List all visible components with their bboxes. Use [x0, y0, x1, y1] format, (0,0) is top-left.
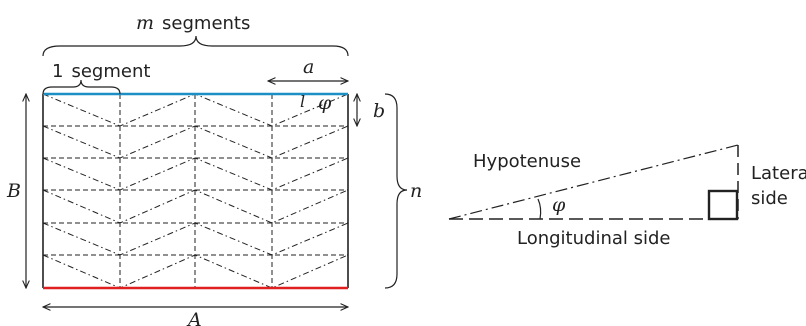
a-label: a — [303, 56, 314, 78]
n-rows-brace — [384, 93, 408, 289]
l-label: l — [300, 92, 305, 111]
hypotenuse-line — [448, 144, 739, 220]
n-label: n — [410, 180, 422, 202]
right-triangle — [448, 144, 739, 221]
diagonal-lines — [42, 93, 349, 289]
phi-label-triangle: φ — [552, 194, 566, 216]
m-segments-brace — [42, 35, 349, 57]
one-segment-label: 1 segment — [52, 61, 150, 82]
panel-grid — [42, 92, 349, 290]
angle-arc — [537, 198, 542, 220]
lateral-label-line1: Lateral — [751, 163, 806, 184]
B-label: B — [6, 180, 21, 202]
one-segment-brace — [42, 79, 121, 95]
hypotenuse-label: Hypotenuse — [473, 151, 581, 172]
A-label: A — [186, 309, 202, 326]
b-label: b — [373, 100, 385, 122]
right-angle-marker — [707, 189, 739, 221]
m-segments-label: m segments — [136, 12, 250, 34]
longitudinal-label: Longitudinal side — [517, 228, 671, 249]
lateral-label-line2: side — [751, 188, 788, 209]
vertical-dashed-lines — [119, 94, 273, 288]
phi-label-grid: φ — [318, 92, 332, 114]
